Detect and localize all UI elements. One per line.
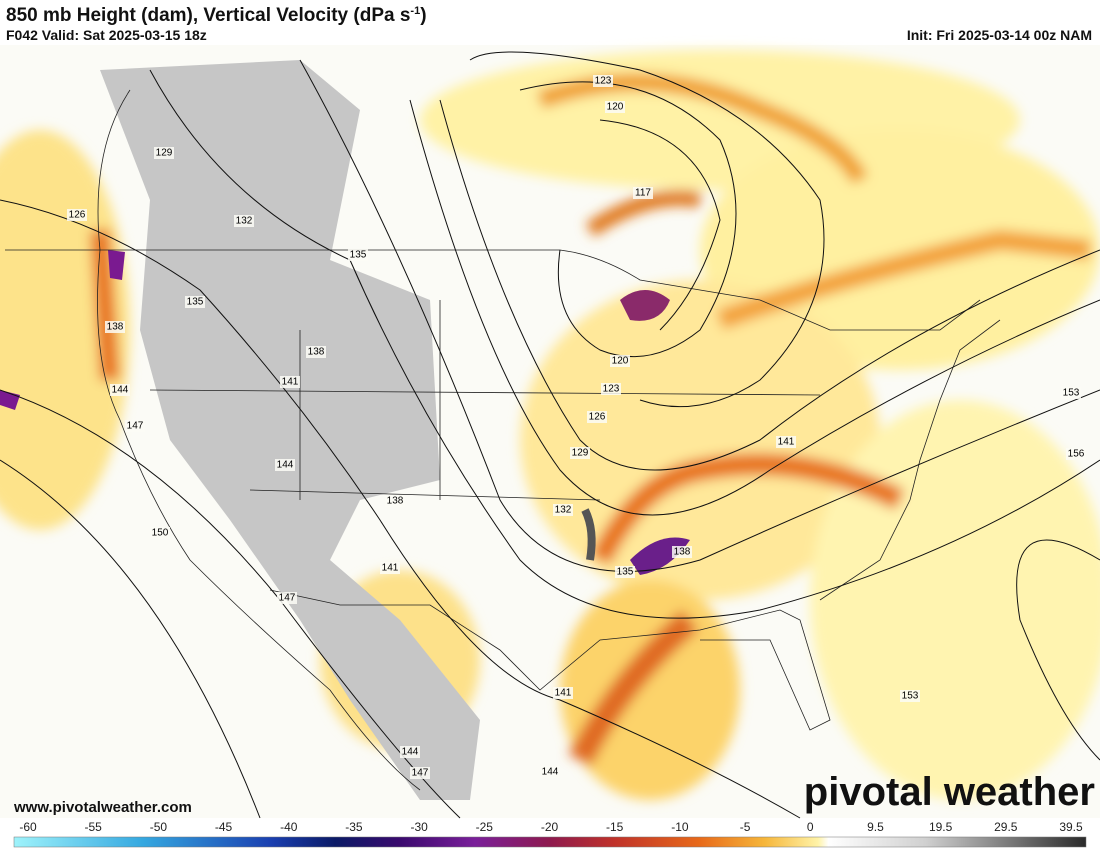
contour-label: 135 (187, 297, 204, 308)
contour-label: 141 (382, 563, 399, 574)
contour-label-bg (185, 296, 205, 308)
colorbar-tick-label: 29.5 (994, 820, 1018, 834)
contour-label-bg (400, 746, 420, 758)
contour-label-bg (672, 546, 692, 558)
contour-label: 144 (112, 385, 129, 396)
colorbar-tick-label: -35 (345, 820, 363, 834)
contour-label-bg (110, 384, 130, 396)
contour-label: 156 (1068, 449, 1085, 460)
contour-label: 153 (902, 691, 919, 702)
contour-label: 144 (542, 767, 559, 778)
contour-label-bg (234, 215, 254, 227)
contour-label-bg (105, 321, 125, 333)
colorbar-tick-label: 19.5 (929, 820, 953, 834)
contour-label-bg (601, 383, 621, 395)
contour-label-bg (380, 562, 400, 574)
contour-label-bg (615, 566, 635, 578)
contour-label: 144 (277, 460, 294, 471)
colorbar-scale (13, 836, 1087, 848)
contour-label-bg (553, 504, 573, 516)
contour-label-bg (587, 411, 607, 423)
colorbar-tick-label: -10 (671, 820, 689, 834)
contour-label: 135 (617, 567, 634, 578)
colorbar-tick-label: -20 (541, 820, 559, 834)
colorbar: -60 -55 -50 -45 -40 -35 -30 -25 -20 -15 -10 -5 0 9.5 1… (13, 820, 1087, 848)
init-time: Init: Fri 2025-03-14 00z NAM (907, 27, 1092, 43)
colorbar-tick-label: -40 (280, 820, 298, 834)
contour-label: 138 (107, 322, 124, 333)
colorbar-tick-label: -25 (476, 820, 494, 834)
contour-label-bg (348, 249, 368, 261)
contour-label-bg (277, 592, 297, 604)
contour-label: 138 (387, 496, 404, 507)
contour-label-bg (605, 101, 625, 113)
contour-label: 132 (236, 216, 253, 227)
colorbar-tick-label: -5 (740, 820, 751, 834)
map: 123 120 117 129 126 132 135 135 138 138 141 144 147 1… (0, 45, 1100, 819)
website: www.pivotalweather.com (13, 799, 192, 816)
colorbar-tick-label: 39.5 (1059, 820, 1083, 834)
watermark: pivotal weather (804, 770, 1095, 814)
contour-labels: 123 120 117 129 126 132 135 135 138 138 141 144 147 1… (67, 75, 1086, 779)
contour-label: 123 (603, 384, 620, 395)
contour-label-bg (154, 147, 174, 159)
contour-label-bg (410, 767, 430, 779)
contour-label: 144 (402, 747, 419, 758)
colorbar-tick-label: -50 (150, 820, 168, 834)
contour-label-bg (553, 687, 573, 699)
contour-label-bg (900, 690, 920, 702)
contour-label: 120 (607, 102, 624, 113)
title: 850 mb Height (dam), Vertical Velocity (… (6, 5, 427, 26)
contour-label-bg (593, 75, 613, 87)
colorbar-tick-label: -15 (606, 820, 624, 834)
contour-label-bg (610, 355, 630, 367)
contour-label-bg (540, 766, 560, 778)
contour-label-bg (67, 209, 87, 221)
colorbar-tick-label: 9.5 (867, 820, 884, 834)
contour-label-bg (1066, 448, 1086, 460)
contour-label: 150 (152, 528, 169, 539)
contour-label: 135 (350, 250, 367, 261)
colorbar-tick-label: -45 (215, 820, 233, 834)
contour-label: 138 (674, 547, 691, 558)
contour-label-bg (150, 527, 170, 539)
contour-label: 120 (612, 356, 629, 367)
contour-label: 141 (282, 377, 299, 388)
contour-label-bg (570, 447, 590, 459)
contour-label: 153 (1063, 388, 1080, 399)
contour-label-bg (633, 187, 653, 199)
borders (5, 89, 1001, 791)
contour-label: 138 (308, 347, 325, 358)
contour-label: 141 (555, 688, 572, 699)
contour-label-bg (306, 346, 326, 358)
contour-label: 117 (635, 188, 651, 199)
contour-label-bg (125, 420, 145, 432)
colorbar-tick-label: -30 (410, 820, 428, 834)
contour-label-bg (385, 495, 405, 507)
contour-label-bg (776, 436, 796, 448)
contour-label-bg (280, 376, 300, 388)
contour-label: 141 (778, 437, 795, 448)
contour-label: 126 (589, 412, 606, 423)
colorbar-tick-label: 0 (807, 820, 814, 834)
contour-label: 132 (555, 505, 572, 516)
contour-label: 147 (412, 768, 429, 779)
contour-label: 147 (127, 421, 144, 432)
colorbar-tick-label: -55 (85, 820, 103, 834)
contour-label-bg (275, 459, 295, 471)
contour-label: 126 (69, 210, 86, 221)
contour-label: 129 (156, 148, 173, 159)
valid-time: F042 Valid: Sat 2025-03-15 18z (6, 27, 207, 43)
contour-label: 147 (279, 593, 296, 604)
contour-label: 123 (595, 76, 612, 87)
colorbar-tick-label: -60 (19, 820, 37, 834)
contour-label-bg (1061, 387, 1081, 399)
terrain-mask (100, 60, 480, 800)
height-contours (0, 51, 1100, 819)
contour-label: 129 (572, 448, 589, 459)
